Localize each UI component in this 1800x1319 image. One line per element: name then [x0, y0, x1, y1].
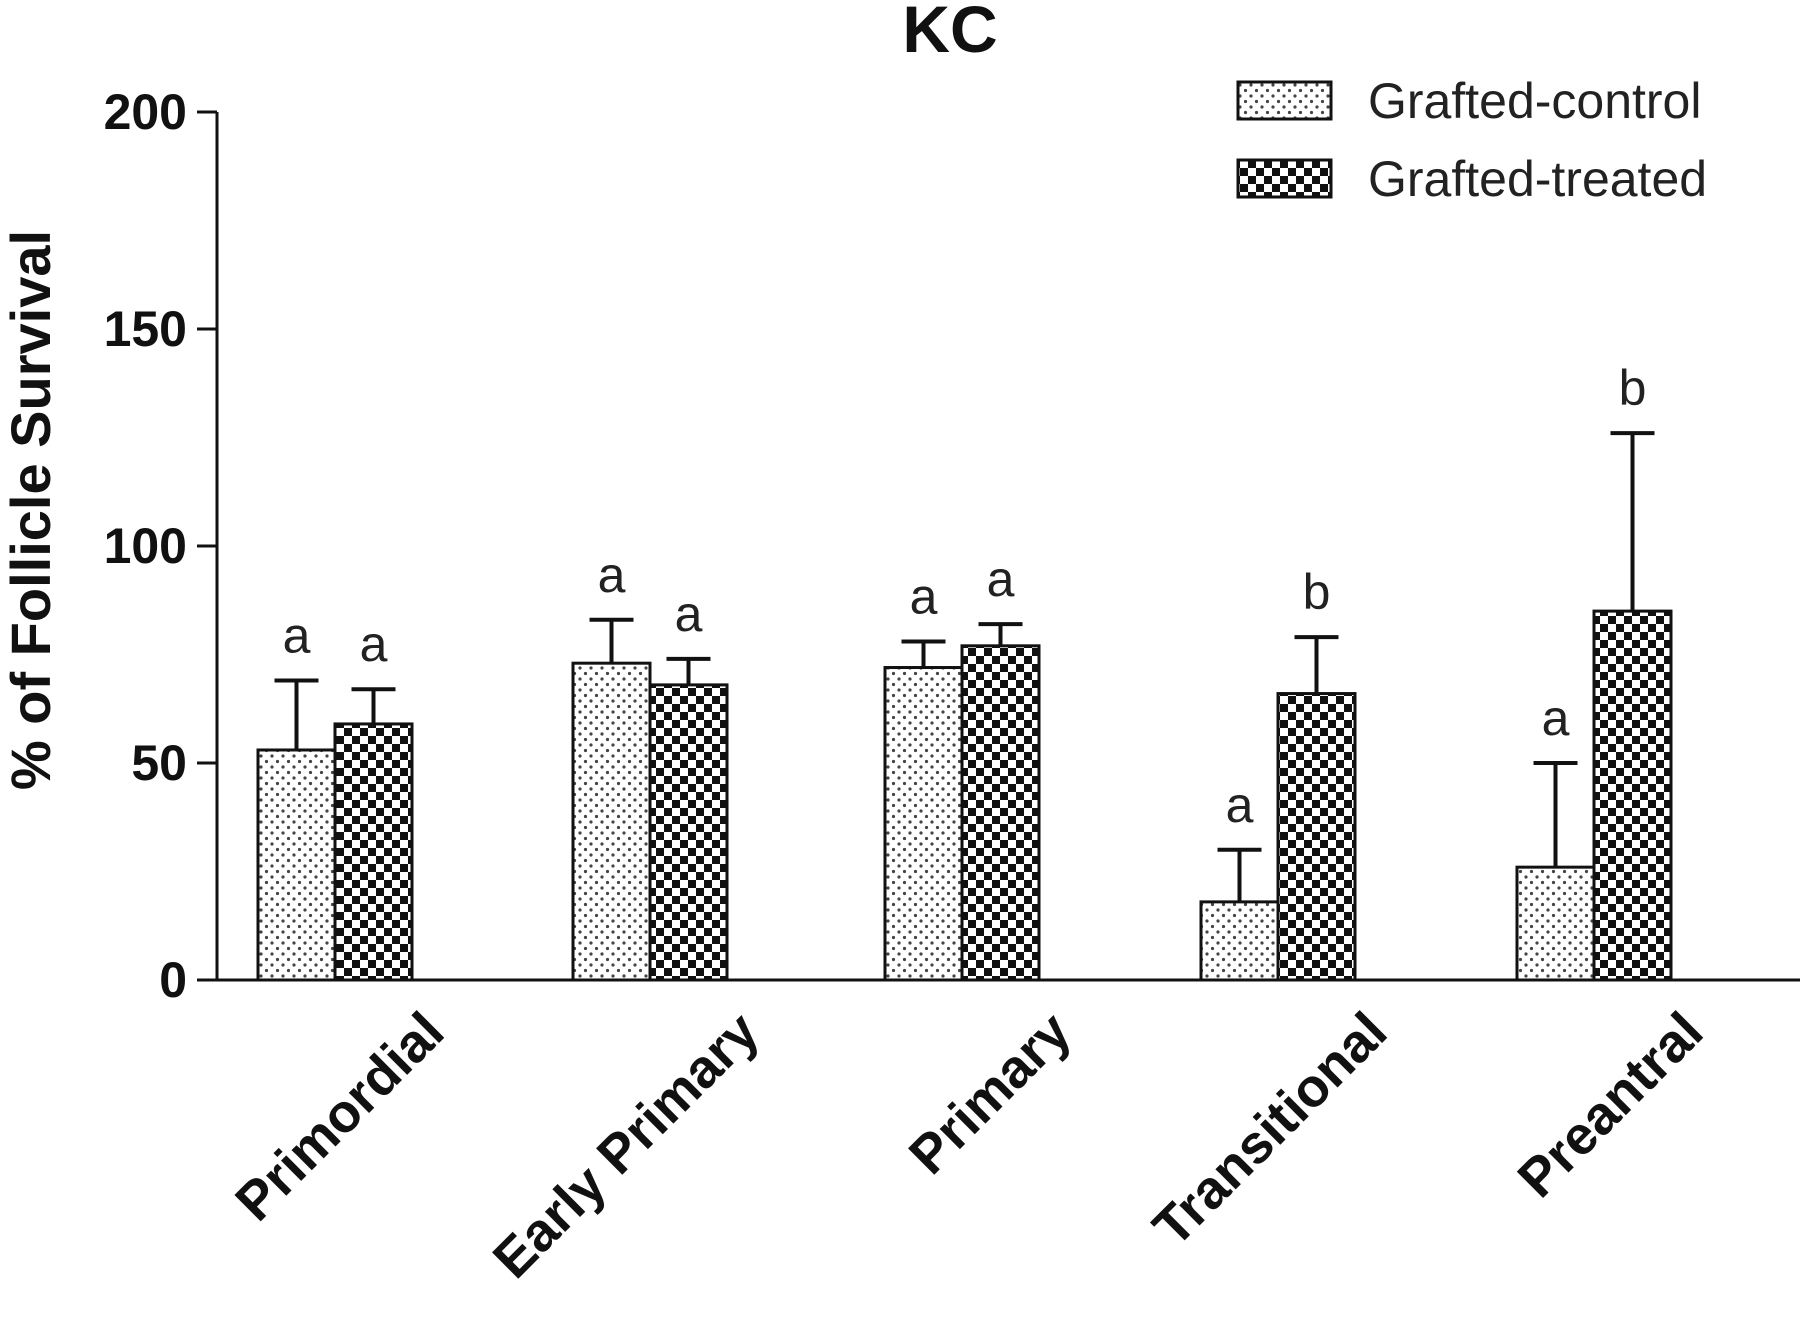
y-axis-label: % of Follicle Survival [0, 230, 62, 790]
x-tick-label: Primordial [224, 1001, 455, 1232]
significance-label: a [1226, 777, 1254, 833]
significance-label: a [910, 568, 938, 624]
significance-label: a [1542, 690, 1570, 746]
significance-label: b [1619, 360, 1647, 416]
bar-control [1199, 900, 1280, 982]
significance-label: a [598, 547, 626, 603]
significance-label: b [1303, 564, 1331, 620]
y-tick-label: 200 [104, 84, 187, 140]
y-tick-label: 100 [104, 518, 187, 574]
bar-treated [333, 722, 414, 982]
legend-label: Grafted-control [1368, 73, 1701, 129]
axes: 0 50 100 150 200 [104, 84, 1800, 1008]
y-tick-label: 50 [131, 735, 187, 791]
significance-label: a [675, 586, 703, 642]
bar-control [571, 661, 652, 982]
significance-label: a [283, 608, 311, 664]
bar-control [883, 666, 964, 982]
bar-treated [960, 644, 1041, 982]
y-tick-label: 0 [159, 952, 187, 1008]
legend-label: Grafted-treated [1368, 151, 1707, 207]
chart-title: KC [902, 0, 997, 66]
legend-swatch-control [1236, 80, 1333, 121]
x-tick-label: Early Primary [482, 1001, 771, 1290]
legend-swatch-treated [1236, 158, 1333, 199]
bar-control [256, 748, 337, 982]
bar-treated [1592, 609, 1673, 982]
x-tick-label: Transitional [1142, 1001, 1399, 1258]
x-tick-label: Primary [898, 1001, 1083, 1186]
significance-label: a [987, 551, 1015, 607]
x-tick-label: Preantral [1507, 1001, 1715, 1209]
y-tick-label: 150 [104, 301, 187, 357]
bar-treated [1276, 692, 1357, 982]
bar-treated [648, 683, 729, 982]
significance-label: a [360, 616, 388, 672]
bar-control [1515, 865, 1596, 982]
legend: Grafted-control Grafted-treated [1236, 73, 1707, 207]
